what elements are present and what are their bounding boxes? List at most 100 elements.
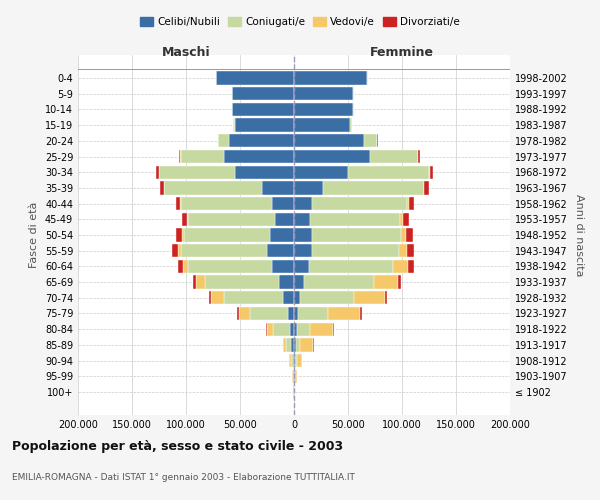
Bar <box>294 87 353 101</box>
Bar <box>182 228 184 241</box>
Bar <box>181 197 272 210</box>
Bar <box>294 103 353 116</box>
Bar <box>283 291 294 304</box>
Bar <box>430 166 433 179</box>
Bar <box>323 181 424 194</box>
Bar <box>424 181 430 194</box>
Bar <box>287 307 294 320</box>
Bar <box>294 134 364 147</box>
Bar <box>407 244 414 258</box>
Bar <box>181 150 224 163</box>
Bar <box>394 260 409 273</box>
Bar <box>294 291 301 304</box>
Bar <box>294 166 348 179</box>
Bar <box>274 322 290 336</box>
Bar <box>178 244 181 258</box>
Bar <box>292 338 294 351</box>
Bar <box>294 181 323 194</box>
Bar <box>398 276 401 289</box>
Bar <box>156 166 159 179</box>
Bar <box>183 260 188 273</box>
Legend: Celibi/Nubili, Coniugati/e, Vedovi/e, Divorziati/e: Celibi/Nubili, Coniugati/e, Vedovi/e, Di… <box>136 12 464 32</box>
Bar <box>348 166 429 179</box>
Bar <box>401 228 406 241</box>
Bar <box>310 322 334 336</box>
Bar <box>232 103 294 116</box>
Bar <box>188 260 272 273</box>
Bar <box>176 228 182 241</box>
Bar <box>309 260 394 273</box>
Bar <box>294 228 313 241</box>
Bar <box>370 150 418 163</box>
Bar <box>272 197 294 210</box>
Bar <box>374 276 398 289</box>
Bar <box>294 118 350 132</box>
Bar <box>409 260 414 273</box>
Bar <box>267 322 274 336</box>
Text: Maschi: Maschi <box>161 46 211 59</box>
Bar <box>232 87 294 101</box>
Bar <box>164 181 262 194</box>
Bar <box>298 307 328 320</box>
Bar <box>275 212 294 226</box>
Bar <box>205 276 279 289</box>
Bar <box>262 181 294 194</box>
Bar <box>294 197 313 210</box>
Bar <box>364 134 377 147</box>
Bar <box>235 166 294 179</box>
Bar <box>328 307 361 320</box>
Bar <box>176 197 180 210</box>
Y-axis label: Anni di nascita: Anni di nascita <box>574 194 584 276</box>
Bar <box>409 197 415 210</box>
Bar <box>209 291 211 304</box>
Bar <box>270 228 294 241</box>
Bar <box>286 338 292 351</box>
Bar <box>361 307 362 320</box>
Bar <box>294 307 298 320</box>
Bar <box>159 166 235 179</box>
Bar <box>294 244 313 258</box>
Bar <box>294 260 309 273</box>
Bar <box>235 118 294 132</box>
Bar <box>294 150 370 163</box>
Bar <box>211 291 224 304</box>
Bar <box>188 212 275 226</box>
Bar <box>181 244 267 258</box>
Bar <box>310 212 400 226</box>
Bar <box>301 291 355 304</box>
Bar <box>313 228 401 241</box>
Bar <box>293 354 294 367</box>
Bar <box>218 134 229 147</box>
Bar <box>406 228 413 241</box>
Bar <box>294 354 295 367</box>
Text: Femmine: Femmine <box>370 46 434 59</box>
Bar <box>290 354 293 367</box>
Bar <box>193 276 196 289</box>
Bar <box>418 150 420 163</box>
Bar <box>403 212 409 226</box>
Bar <box>272 260 294 273</box>
Text: EMILIA-ROMAGNA - Dati ISTAT 1° gennaio 2003 - Elaborazione TUTTITALIA.IT: EMILIA-ROMAGNA - Dati ISTAT 1° gennaio 2… <box>12 473 355 482</box>
Bar <box>224 291 283 304</box>
Bar <box>187 212 188 226</box>
Bar <box>385 291 388 304</box>
Bar <box>296 338 300 351</box>
Bar <box>173 244 178 258</box>
Bar <box>293 370 294 383</box>
Bar <box>294 370 295 383</box>
Bar <box>407 197 409 210</box>
Y-axis label: Fasce di età: Fasce di età <box>29 202 39 268</box>
Bar <box>290 322 294 336</box>
Bar <box>313 197 407 210</box>
Bar <box>295 370 296 383</box>
Bar <box>294 212 310 226</box>
Bar <box>294 322 296 336</box>
Bar <box>178 260 183 273</box>
Bar <box>279 276 294 289</box>
Bar <box>250 307 287 320</box>
Bar <box>224 150 294 163</box>
Bar <box>289 354 290 367</box>
Bar <box>160 181 164 194</box>
Bar <box>233 118 235 132</box>
Bar <box>313 244 399 258</box>
